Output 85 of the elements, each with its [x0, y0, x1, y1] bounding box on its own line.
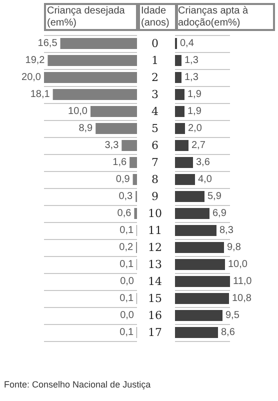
- y-tick-label: 2: [152, 71, 158, 84]
- data-label: 0,0: [120, 276, 134, 287]
- data-label: 16,5: [38, 38, 58, 49]
- data-label: 5,9: [208, 191, 222, 202]
- data-label: 4,0: [198, 174, 212, 185]
- bar: [96, 123, 137, 134]
- data-label: 0,0: [120, 310, 134, 321]
- bar: [44, 72, 137, 83]
- series-label: Crianças apta à adoção(em%): [178, 6, 251, 28]
- data-label: 8,9: [78, 123, 94, 134]
- bar: [175, 123, 185, 134]
- y-tick-label: 7: [152, 156, 158, 169]
- data-label: 10,0: [228, 259, 248, 270]
- y-tick-label: 5: [152, 122, 158, 135]
- data-label: 11,0: [233, 276, 252, 287]
- data-label: 6,9: [212, 208, 227, 219]
- bar: [122, 140, 137, 151]
- data-label: 0,2: [119, 242, 134, 253]
- bar: [175, 72, 182, 83]
- data-label: 8,6: [221, 327, 236, 338]
- y-tick-label: 10: [148, 207, 162, 220]
- y-tick-label: 11: [148, 224, 162, 237]
- data-label: 9,8: [227, 242, 242, 253]
- y-tick-label: 12: [148, 241, 162, 254]
- bar: [175, 140, 188, 151]
- source-note: Fonte: Conselho Nacional de Justiça: [4, 380, 151, 390]
- data-label: 9,5: [226, 310, 240, 321]
- y-tick-label: 15: [148, 292, 162, 305]
- bar: [175, 157, 193, 168]
- bar: [132, 174, 137, 185]
- data-label: 0,6: [117, 208, 132, 219]
- data-label: 0,1: [120, 293, 134, 304]
- bar: [175, 293, 229, 304]
- y-tick-label: 1: [152, 54, 158, 67]
- bar: [175, 310, 222, 321]
- data-label: 0,3: [118, 191, 134, 202]
- bar: [175, 225, 216, 236]
- data-label: 0,4: [180, 38, 194, 49]
- y-tick-label: 14: [148, 275, 162, 288]
- data-label: 1,3: [184, 55, 199, 66]
- data-label: 10,8: [232, 293, 252, 304]
- y-tick-label: 6: [152, 139, 158, 152]
- y-tick-label: 9: [152, 190, 158, 203]
- y-tick-label: 8: [152, 173, 158, 186]
- data-label: 1,6: [112, 157, 127, 168]
- y-tick-label: 4: [152, 105, 158, 118]
- data-label: 1,9: [188, 106, 202, 117]
- y-tick-label: 0: [152, 37, 158, 50]
- data-label: 0,1: [120, 225, 134, 236]
- bar: [175, 106, 184, 117]
- bar: [134, 208, 137, 219]
- data-label: 2,0: [188, 123, 202, 134]
- y-tick-label: 13: [148, 258, 162, 271]
- data-label: 18,1: [30, 89, 50, 100]
- bar: [175, 55, 182, 66]
- y-axis-title: Idade (anos): [141, 6, 170, 28]
- data-label: 3,3: [104, 140, 120, 151]
- bar: [52, 89, 137, 100]
- data-label: 0,9: [116, 174, 130, 185]
- bar: [175, 242, 224, 253]
- bar: [90, 106, 137, 117]
- data-label: 20,0: [22, 72, 42, 83]
- data-label: 3,6: [196, 157, 210, 168]
- bar: [175, 174, 195, 185]
- data-label: 8,3: [220, 225, 234, 236]
- data-label: 1,9: [188, 89, 202, 100]
- y-tick-label: 16: [148, 309, 162, 322]
- data-label: 10,0: [68, 106, 88, 117]
- bar: [175, 191, 204, 202]
- bar: [130, 157, 137, 168]
- bar: [60, 38, 137, 49]
- data-label: 19,2: [25, 55, 46, 66]
- y-tick-label: 17: [148, 326, 162, 339]
- bar: [175, 259, 225, 270]
- bar: [175, 327, 218, 338]
- data-label: 1,3: [184, 72, 199, 83]
- data-label: 0,1: [120, 327, 134, 338]
- bar: [175, 89, 184, 100]
- bar: [175, 208, 210, 219]
- series-label: Criança desejada (em%): [47, 6, 128, 28]
- data-label: 0,1: [120, 259, 134, 270]
- y-tick-label: 3: [152, 88, 158, 101]
- bar: [175, 276, 230, 287]
- bar: [48, 55, 137, 66]
- data-label: 2,7: [192, 140, 206, 151]
